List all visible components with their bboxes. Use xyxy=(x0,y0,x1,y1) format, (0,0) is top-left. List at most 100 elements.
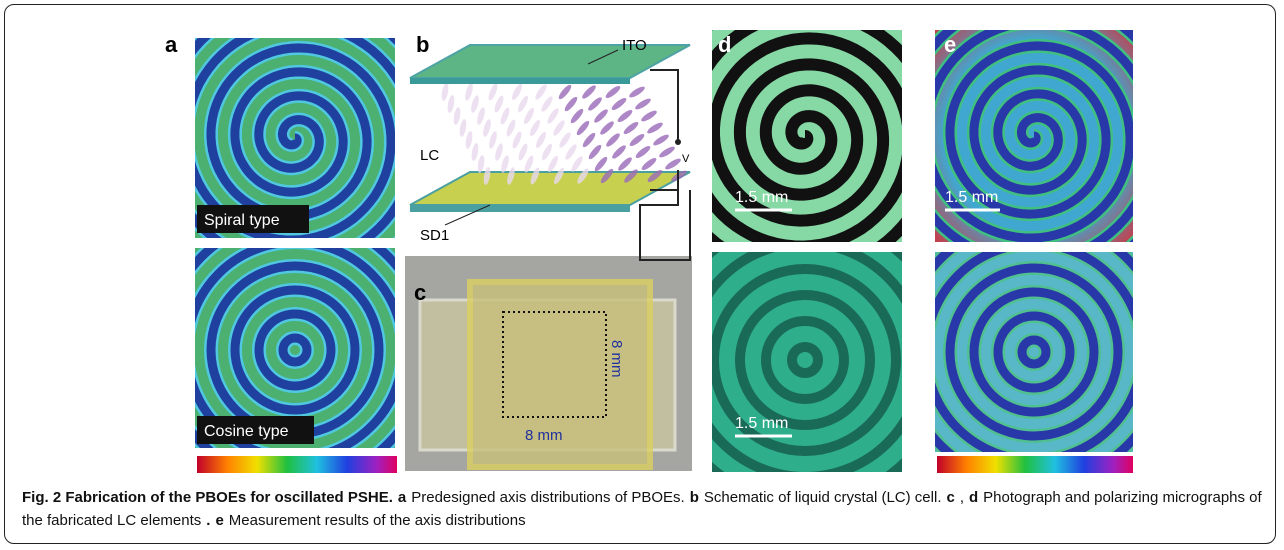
lc-molecule xyxy=(640,156,658,172)
caption-segment: c xyxy=(946,489,954,506)
layer-label: ITO xyxy=(622,37,647,54)
scale-label: 1.5 mm xyxy=(735,415,788,432)
caption-segment: Measurement results of the axis distribu… xyxy=(229,512,526,529)
lc-molecule xyxy=(551,119,566,137)
lc-molecule xyxy=(440,83,449,102)
voltage-label: V xyxy=(682,153,690,165)
colorbar xyxy=(197,456,397,473)
lc-molecule xyxy=(634,97,652,112)
caption-segment: Fig. 2 Fabrication of the PBOEs for osci… xyxy=(22,489,393,506)
top-plate xyxy=(410,45,690,78)
lc-molecule xyxy=(540,143,554,162)
lc-molecule xyxy=(634,144,652,160)
caption-segment: e xyxy=(215,512,223,529)
spiral-pattern xyxy=(878,0,1201,286)
terminal xyxy=(675,139,681,145)
dimension-label: 8 mm xyxy=(608,340,625,378)
figure-page: a b c d e Spiral type Cosine type ITO LC… xyxy=(0,0,1284,550)
lc-molecule xyxy=(622,120,640,136)
caption: Fig. 2 Fabrication of the PBOEs for osci… xyxy=(22,486,1262,532)
lc-molecule xyxy=(523,155,535,174)
lc-molecule xyxy=(563,95,579,113)
scale-label: 1.5 mm xyxy=(945,189,998,206)
lc-molecule xyxy=(652,133,670,148)
lc-molecule xyxy=(510,83,524,102)
lc-molecule xyxy=(464,83,475,102)
lc-molecule xyxy=(604,84,622,100)
lc-molecule xyxy=(487,83,499,102)
lc-molecule xyxy=(539,95,554,113)
lc-molecule xyxy=(569,107,585,125)
lc-molecule xyxy=(476,155,485,174)
scale-label: 1.5 mm xyxy=(735,189,788,206)
lc-molecule xyxy=(500,155,511,174)
lc-molecule xyxy=(533,83,548,101)
lc-molecule xyxy=(464,131,473,150)
panel-label: d xyxy=(718,32,731,57)
lc-molecule xyxy=(546,155,560,174)
lc-molecule xyxy=(640,109,658,124)
layer-label: LC xyxy=(420,147,439,164)
panel-art xyxy=(139,0,1201,480)
lc-molecule xyxy=(598,120,615,137)
caption-segment: , xyxy=(960,489,964,506)
bottom-plate-edge xyxy=(410,205,630,212)
spiral-pattern xyxy=(139,0,462,288)
lc-molecule xyxy=(494,143,505,162)
lc-molecule xyxy=(658,145,676,160)
panel-label: a xyxy=(165,32,178,57)
lc-molecule xyxy=(569,155,584,173)
panel-label: b xyxy=(416,32,429,57)
colorbar xyxy=(937,456,1133,473)
lc-molecule xyxy=(563,143,578,161)
lc-molecule xyxy=(522,107,536,126)
lc-molecule xyxy=(586,96,603,113)
caption-segment: a xyxy=(398,489,406,506)
lc-molecule xyxy=(580,84,597,101)
lc-molecule xyxy=(592,108,609,125)
lc-molecule xyxy=(505,119,517,138)
lc-molecule xyxy=(545,107,560,125)
lc-molecule xyxy=(587,143,603,161)
lc-molecule xyxy=(534,131,548,150)
caption-segment: . xyxy=(206,512,210,529)
lc-molecule xyxy=(646,121,664,136)
lc-molecules xyxy=(440,83,688,186)
lc-molecule xyxy=(488,131,499,150)
top-plate-edge xyxy=(410,78,630,84)
lc-molecule xyxy=(604,132,621,149)
lc-molecule xyxy=(511,131,523,150)
dimension-label: 8 mm xyxy=(525,427,563,444)
tag-text: Cosine type xyxy=(204,423,289,440)
lc-molecule xyxy=(516,95,530,114)
caption-segment: b xyxy=(690,489,699,506)
lc-molecule xyxy=(470,95,481,114)
layer-label: SD1 xyxy=(420,227,449,244)
lc-molecule xyxy=(476,107,487,126)
lc-molecule xyxy=(581,131,597,149)
panel-label: c xyxy=(414,280,426,305)
lc-molecule xyxy=(610,96,628,112)
lc-molecule xyxy=(593,155,609,173)
lc-molecule xyxy=(557,83,573,101)
lc-molecule xyxy=(499,107,511,126)
figure: a b c d e Spiral type Cosine type ITO LC… xyxy=(0,0,1284,480)
caption-segment: Schematic of liquid crystal (LC) cell. xyxy=(704,489,942,506)
lc-molecule xyxy=(557,131,572,149)
lc-molecule xyxy=(452,107,461,126)
panel-e-bottom xyxy=(935,252,1133,452)
lc-molecule xyxy=(610,144,627,161)
lc-molecule xyxy=(616,108,634,124)
lc-molecule xyxy=(528,119,542,138)
panel-label: e xyxy=(944,32,956,57)
lc-molecule xyxy=(470,143,479,162)
lc-molecule xyxy=(458,119,467,138)
lc-molecule xyxy=(517,143,529,162)
tag-text: Spiral type xyxy=(204,212,280,229)
caption-segment: Predesigned axis distributions of PBOEs. xyxy=(411,489,684,506)
lc-molecule xyxy=(664,157,682,172)
lc-molecule xyxy=(628,132,646,148)
caption-segment: d xyxy=(969,489,978,506)
lc-molecule xyxy=(446,95,455,114)
lc-molecule xyxy=(493,95,505,114)
